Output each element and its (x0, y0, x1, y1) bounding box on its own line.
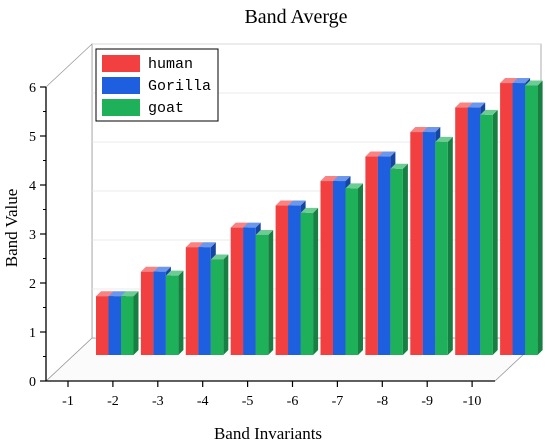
x-tick-label: -4 (197, 394, 209, 409)
legend-swatch (102, 99, 140, 116)
legend-item: human (102, 55, 193, 73)
y-tick-label: 4 (29, 179, 36, 194)
legend-label: Gorilla (148, 78, 211, 95)
x-axis-label: Band Invariants (214, 424, 322, 443)
legend-label: goat (148, 100, 184, 117)
y-tick-label: 2 (29, 277, 36, 292)
x-tick-label: -6 (287, 394, 299, 409)
y-tick-label: 0 (29, 375, 36, 390)
legend-swatch (102, 77, 140, 94)
legend-label: human (148, 56, 193, 73)
legend: human Gorilla goat (95, 48, 219, 122)
x-tick-label: -10 (463, 394, 482, 409)
y-tick-label: 5 (29, 130, 36, 145)
x-tick-label: -1 (62, 394, 74, 409)
x-tick-label: -8 (376, 394, 388, 409)
bars (96, 78, 543, 356)
bar (525, 80, 543, 355)
bar (480, 109, 498, 356)
x-tick-label: -7 (332, 394, 344, 409)
bar (345, 183, 363, 355)
y-axis: 0 1 2 3 4 5 6 (29, 81, 46, 390)
legend-item: goat (102, 99, 184, 117)
bar (390, 163, 408, 355)
legend-item: Gorilla (102, 77, 211, 95)
y-axis-label: Band Value (2, 189, 21, 268)
y-tick-label: 3 (29, 228, 36, 243)
bar (210, 254, 229, 355)
x-tick-label: -5 (242, 394, 254, 409)
legend-swatch (102, 55, 140, 72)
bar (435, 136, 453, 355)
y-tick-label: 6 (29, 81, 36, 96)
side-wall (45, 43, 93, 382)
bar (165, 270, 184, 355)
x-tick-label: -3 (152, 394, 164, 409)
x-tick-label: -9 (421, 394, 433, 409)
y-tick-label: 1 (29, 326, 36, 341)
chart-title: Band Averge (244, 6, 347, 28)
bar (300, 207, 319, 355)
x-axis: -1 -2 -3 -4 -5 -6 -7 -8 -9 -10 (62, 381, 481, 409)
bar (121, 291, 139, 355)
bar (255, 229, 274, 355)
x-tick-label: -2 (107, 394, 119, 409)
